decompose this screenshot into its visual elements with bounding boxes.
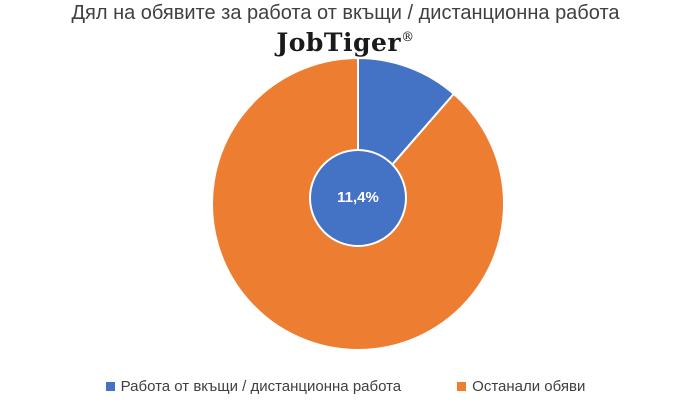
logo-text: JobTiger bbox=[276, 28, 402, 57]
chart-legend: Работа от вкъщи / дистанционна работа Ос… bbox=[0, 378, 691, 395]
data-label-remote: 11,4% bbox=[337, 189, 379, 206]
legend-swatch-remote bbox=[105, 382, 115, 391]
jobtiger-logo: JobTiger® bbox=[0, 28, 691, 57]
registered-mark: ® bbox=[401, 30, 415, 45]
center-circle bbox=[309, 149, 407, 247]
legend-label-remote: Работа от вкъщи / дистанционна работа bbox=[120, 378, 402, 395]
legend-item-other: Останали обяви bbox=[457, 378, 585, 395]
legend-label-other: Останали обяви bbox=[472, 378, 586, 395]
legend-swatch-other bbox=[457, 382, 467, 391]
legend-item-remote: Работа от вкъщи / дистанционна работа bbox=[105, 378, 402, 395]
chart-title: Дял на обявите за работа от вкъщи / дист… bbox=[71, 2, 620, 24]
pie-chart: 11,4% bbox=[211, 56, 505, 351]
